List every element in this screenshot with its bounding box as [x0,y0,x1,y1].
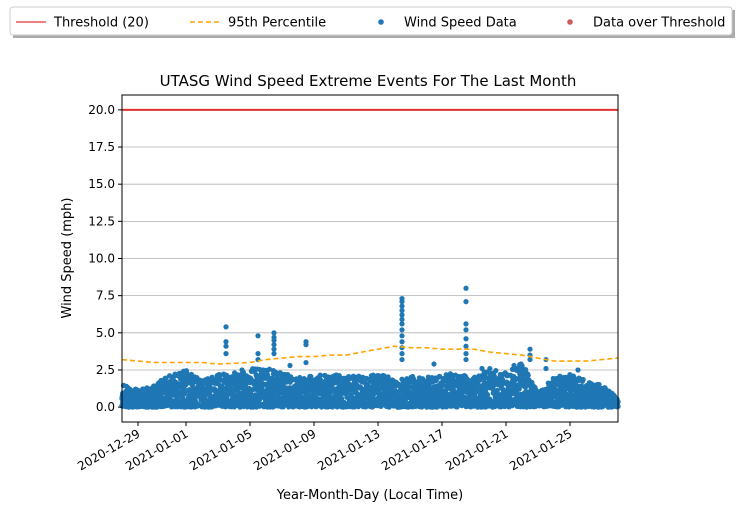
y-tick-label: 17.5 [88,140,115,154]
wind-speed-point [410,376,417,382]
wind-speed-point [399,351,405,357]
wind-speed-point [224,393,230,400]
wind-speed-point [463,351,469,357]
wind-speed-point [255,351,261,357]
y-tick-label: 10.0 [88,252,115,266]
wind-speed-point [463,327,469,333]
y-tick-label: 0.0 [96,400,115,414]
wind-speed-point [246,385,252,392]
wind-speed-point [223,339,229,345]
wind-speed-point [265,372,271,378]
wind-speed-point [463,336,469,342]
wind-speed-point [169,397,175,404]
legend: Threshold (20) 95th Percentile Wind Speed … [9,6,735,38]
wind-speed-point [463,356,469,363]
wind-speed-point [243,380,249,386]
wind-speed-point [479,365,485,372]
wind-speed-point [271,337,277,343]
legend-label: Threshold (20) [53,16,149,31]
wind-speed-point [463,343,469,349]
wind-speed-point [303,342,309,348]
wind-speed-point [399,333,405,339]
wind-speed-point [399,316,405,323]
y-axis-label: Wind Speed (mph) [60,198,75,319]
wind-speed-point [463,299,469,305]
x-axis-label: Year-Month-Day (Local Time) [276,488,463,503]
wind-speed-point [266,366,273,372]
wind-speed-point [399,321,405,327]
wind-speed-point [287,362,293,369]
y-tick-label: 20.0 [88,103,115,117]
wind-speed-point [399,356,405,363]
wind-speed-point [575,367,581,373]
wind-speed-point [525,372,531,378]
wind-speed-point [271,346,277,352]
wind-speed-point [315,396,321,402]
y-tick-label: 5.0 [96,326,115,340]
legend-label: Wind Speed Data [404,16,517,31]
plot-data [119,108,621,410]
wind-speed-point [493,368,499,374]
legend-label: 95th Percentile [228,16,326,31]
wind-speed-point [223,324,229,330]
wind-speed-point [399,339,405,345]
legend-label: Data over Threshold [593,16,725,31]
wind-speed-point [463,321,469,327]
wind-speed-point [487,366,493,372]
wind-speed-point [167,373,173,379]
legend-swatch-point [567,19,573,25]
wind-speed-point [463,285,469,291]
wind-speed-point [271,342,277,348]
wind-speed-point [399,312,405,318]
wind-speed-point [217,372,223,378]
wind-speed-point [223,343,229,349]
y-tick-label: 7.5 [96,289,115,303]
legend-frame [9,6,733,36]
wind-speed-point [527,346,533,352]
wind-speed-point [431,361,437,367]
y-tick-label: 15.0 [88,177,115,191]
wind-speed-point [399,327,405,333]
legend-swatch-point [378,19,384,25]
wind-speed-point [303,359,309,366]
wind-speed-point [399,307,405,314]
wind-speed-point [271,351,277,357]
wind-speed-point [200,381,207,387]
wind-speed-point [317,372,323,378]
wind-speed-point [271,330,277,336]
wind-speed-point [255,333,261,339]
wind-speed-point [511,362,517,369]
y-tick-label: 12.5 [88,214,115,228]
wind-speed-point [399,299,405,305]
wind-speed-point [580,376,586,383]
y-tick-label: 2.5 [96,363,115,377]
wind-speed-point [239,367,245,373]
chart-title: UTASG Wind Speed Extreme Events For The … [160,72,577,90]
wind-speed-point [223,351,229,357]
wind-speed-point [399,303,405,309]
wind-speed-point [543,365,549,372]
